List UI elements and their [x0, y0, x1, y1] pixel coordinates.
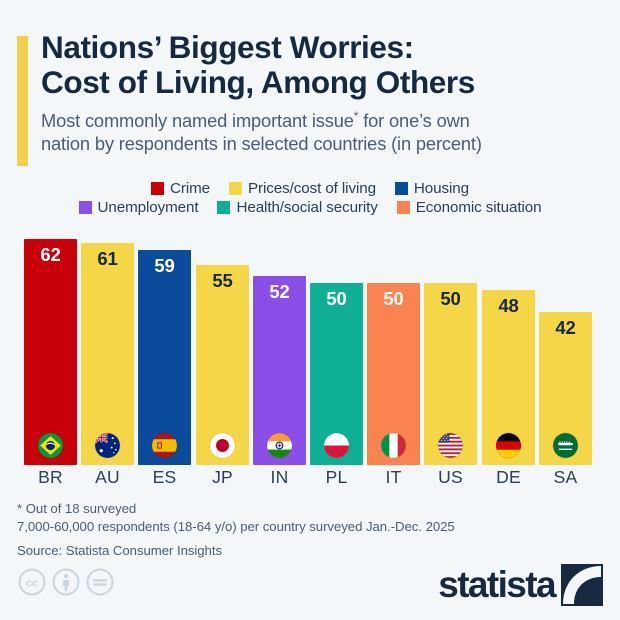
flag-icon-australia	[95, 433, 120, 458]
country-label-es: ES	[152, 467, 177, 487]
flag-icon-brazil	[38, 433, 63, 458]
statista-wordmark: statista	[438, 564, 556, 605]
title-block: Nations’ Biggest Worries: Cost of Living…	[41, 30, 601, 155]
statista-logo[interactable]: statista	[438, 564, 603, 606]
bar-value-label: 59	[154, 255, 175, 276]
legend-swatch-icon	[394, 182, 408, 195]
subtitle-line-1: Most commonly named important issue* for…	[41, 109, 601, 132]
flag-icon-saudi-arabia	[553, 433, 578, 458]
footer: cc statista	[0, 556, 620, 620]
flag-icon-japan	[210, 433, 235, 458]
bar-in[interactable]: 52	[253, 276, 306, 465]
legend-item-prices-cost-of-living[interactable]: Prices/cost of living	[229, 180, 376, 197]
subtitle-text-post: for one’s own	[358, 110, 470, 131]
legend-item-crime[interactable]: Crime	[151, 180, 210, 197]
country-label-it: IT	[385, 467, 402, 487]
bar-value-label: 50	[383, 288, 404, 309]
creative-commons-icon[interactable]: cc	[18, 568, 46, 601]
flag-icon-spain	[152, 433, 177, 458]
statista-mark-icon	[561, 564, 603, 606]
bar-es[interactable]: 59	[138, 250, 191, 465]
legend-swatch-icon	[217, 201, 231, 214]
footnote-marker: *	[353, 108, 359, 123]
flag-icon-italy	[381, 433, 406, 458]
footnotes: * Out of 18 surveyed 7,000-60,000 respon…	[17, 500, 597, 560]
bar-us[interactable]: 50	[424, 283, 477, 465]
subtitle-text-pre: Most commonly named important issue	[41, 110, 354, 131]
subtitle-line-2: nation by respondents in selected countr…	[41, 133, 482, 154]
legend-label: Prices/cost of living	[248, 180, 376, 197]
legend-swatch-icon	[78, 201, 92, 214]
legend-label: Housing	[413, 180, 469, 197]
bar-value-label: 48	[498, 295, 519, 316]
bar-value-label: 62	[40, 244, 61, 265]
footnote-respondents: 7,000-60,000 respondents (18-64 y/o) per…	[17, 518, 455, 534]
creative-commons-icons: cc	[18, 568, 114, 601]
svg-text:cc: cc	[26, 578, 38, 590]
legend-row-1: Crime Prices/cost of living Housing	[151, 180, 469, 197]
footnote-out-of-surveyed: * Out of 18 surveyed	[17, 501, 137, 516]
country-label-pl: PL	[325, 467, 348, 487]
legend-label: Economic situation	[415, 199, 542, 216]
country-label-au: AU	[95, 467, 120, 487]
legend-label: Health/social security	[236, 199, 378, 216]
bar-jp[interactable]: 55	[196, 265, 249, 465]
attribution-icon[interactable]	[52, 568, 80, 601]
country-label-in: IN	[270, 467, 289, 487]
bar-br[interactable]: 62	[24, 239, 77, 465]
legend-item-health-social-security[interactable]: Health/social security	[217, 199, 378, 216]
flag-icon-poland	[324, 433, 349, 458]
bar-value-label: 55	[212, 270, 233, 291]
legend-item-unemployment[interactable]: Unemployment	[78, 199, 199, 216]
bar-au[interactable]: 61	[81, 243, 134, 465]
header: Nations’ Biggest Worries: Cost of Living…	[0, 0, 620, 178]
legend-swatch-icon	[151, 182, 165, 195]
country-label-de: DE	[496, 467, 521, 487]
country-label-jp: JP	[212, 467, 233, 487]
legend-item-housing[interactable]: Housing	[394, 180, 469, 197]
bar-value-label: 50	[326, 288, 347, 309]
page-title-line-2: Cost of Living, Among Others	[41, 64, 475, 100]
legend-swatch-icon	[229, 182, 243, 195]
flag-icon-india	[267, 433, 292, 458]
bar-sa[interactable]: 42	[539, 312, 592, 465]
country-label-br: BR	[38, 467, 63, 487]
legend-item-economic-situation[interactable]: Economic situation	[396, 199, 542, 216]
flag-icon-usa	[438, 433, 463, 458]
legend-swatch-icon	[396, 201, 410, 214]
country-label-us: US	[438, 467, 463, 487]
bar-de[interactable]: 48	[482, 290, 535, 465]
accent-bar	[17, 36, 28, 166]
source-note: Source: Statista Consumer Insights	[17, 543, 222, 558]
country-label-sa: SA	[553, 467, 578, 487]
legend-row-2: Unemployment Health/social security Econ…	[78, 199, 542, 216]
bar-pl[interactable]: 50	[310, 283, 363, 465]
bar-value-label: 42	[555, 317, 576, 338]
legend: Crime Prices/cost of living Housing Unem…	[0, 180, 620, 216]
flag-icon-germany	[496, 433, 521, 458]
legend-label: Unemployment	[97, 199, 199, 216]
subtitle-block: Most commonly named important issue* for…	[41, 109, 601, 155]
page-title-line-1: Nations’ Biggest Worries:	[41, 29, 414, 65]
no-derivatives-icon[interactable]	[86, 568, 114, 601]
legend-label: Crime	[170, 180, 211, 197]
bar-value-label: 52	[269, 281, 290, 302]
bar-it[interactable]: 50	[367, 283, 420, 465]
bar-value-label: 50	[440, 288, 461, 309]
bar-value-label: 61	[97, 248, 118, 269]
